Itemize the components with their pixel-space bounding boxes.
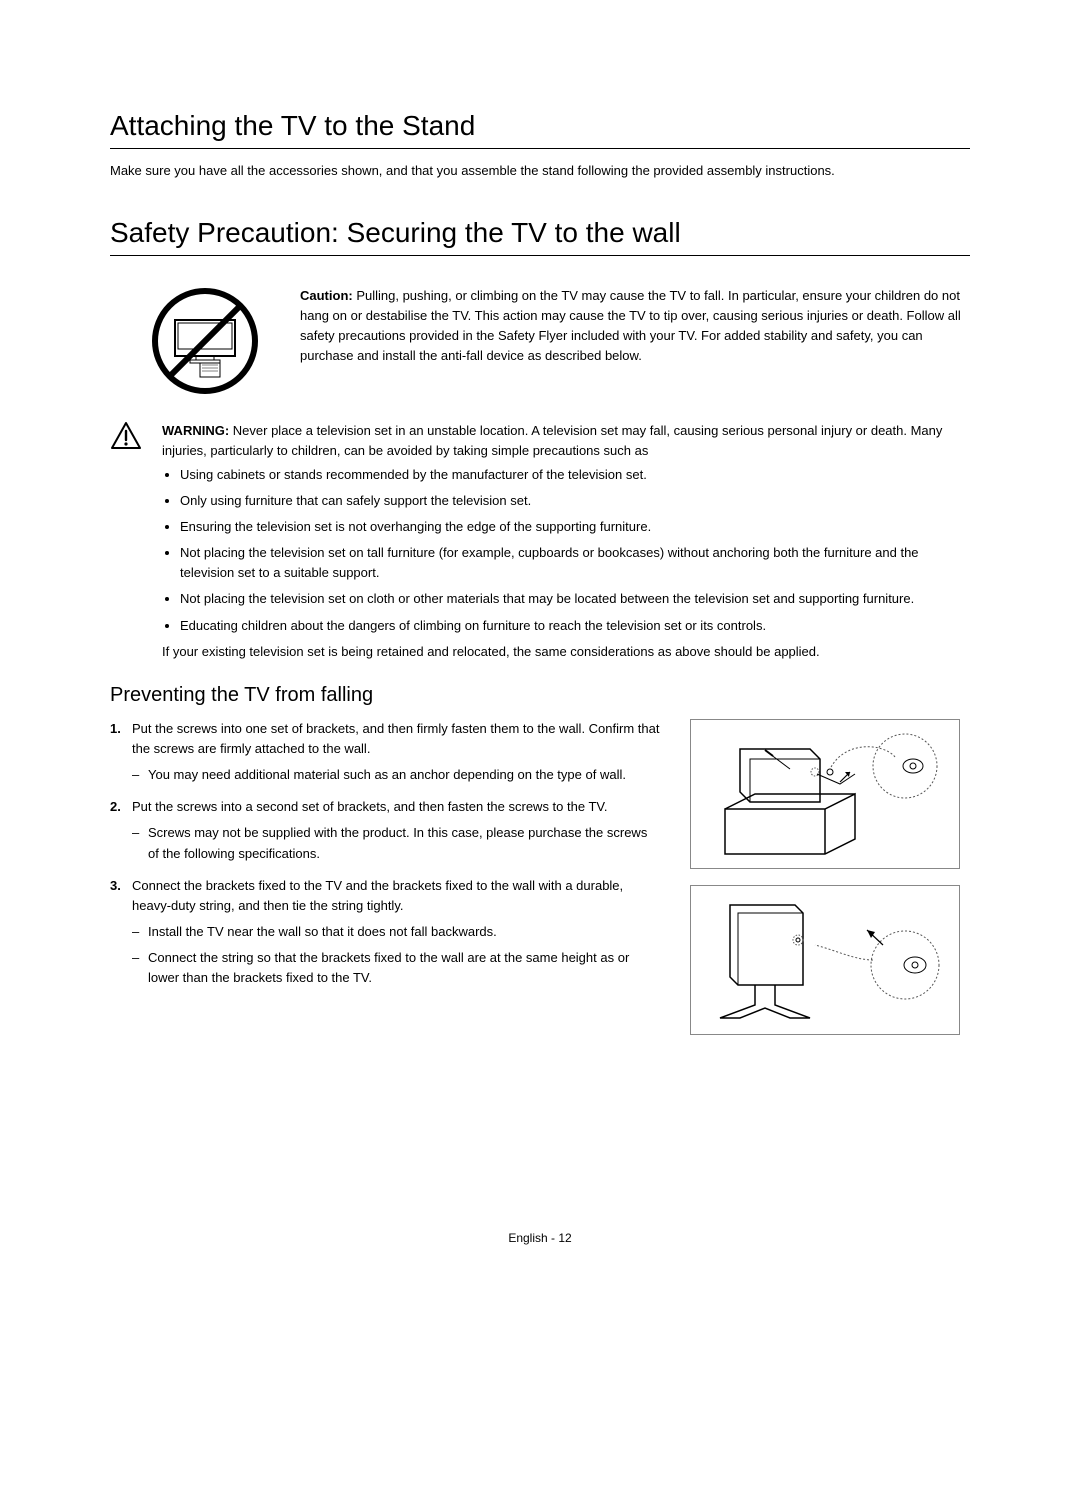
caution-row: Caution: Pulling, pushing, or climbing o… xyxy=(110,286,970,401)
step-sublist: Install the TV near the wall so that it … xyxy=(132,922,660,988)
step-sublist: Screws may not be supplied with the prod… xyxy=(132,823,660,863)
bullet-item: Educating children about the dangers of … xyxy=(180,616,970,636)
bullet-item: Only using furniture that can safely sup… xyxy=(180,491,970,511)
warning-row: WARNING: Never place a television set in… xyxy=(110,421,970,662)
section1-intro: Make sure you have all the accessories s… xyxy=(110,161,970,181)
step-item: Connect the brackets fixed to the TV and… xyxy=(110,876,660,989)
step-sublist: You may need additional material such as… xyxy=(132,765,660,785)
bullet-item: Not placing the television set on tall f… xyxy=(180,543,970,583)
figure-tv-stand-anchor xyxy=(690,885,960,1035)
prevent-layout: Put the screws into one set of brackets,… xyxy=(110,719,970,1051)
warning-text: Never place a television set in an unsta… xyxy=(162,423,942,458)
warning-label: WARNING: xyxy=(162,423,229,438)
bullet-item: Ensuring the television set is not overh… xyxy=(180,517,970,537)
prevent-text-col: Put the screws into one set of brackets,… xyxy=(110,719,660,1051)
step-item: Put the screws into a second set of brac… xyxy=(110,797,660,863)
page-footer: English - 12 xyxy=(110,1231,970,1245)
warning-triangle-icon xyxy=(110,421,142,456)
sub-item: Install the TV near the wall so that it … xyxy=(132,922,660,942)
no-push-tv-icon xyxy=(110,286,260,401)
warning-para: WARNING: Never place a television set in… xyxy=(162,421,970,461)
bullet-item: Using cabinets or stands recommended by … xyxy=(180,465,970,485)
figure-tv-cabinet-anchor xyxy=(690,719,960,869)
sub-item: Connect the string so that the brackets … xyxy=(132,948,660,988)
sub-item: You may need additional material such as… xyxy=(132,765,660,785)
caution-text-block: Caution: Pulling, pushing, or climbing o… xyxy=(300,286,970,367)
bullet-item: Not placing the television set on cloth … xyxy=(180,589,970,609)
sub-item: Screws may not be supplied with the prod… xyxy=(132,823,660,863)
section3-heading: Preventing the TV from falling xyxy=(110,684,970,707)
step-item: Put the screws into one set of brackets,… xyxy=(110,719,660,785)
section2-heading: Safety Precaution: Securing the TV to th… xyxy=(110,217,970,256)
caution-body: Pulling, pushing, or climbing on the TV … xyxy=(300,288,961,363)
step-text: Put the screws into one set of brackets,… xyxy=(132,721,659,756)
warning-bullets: Using cabinets or stands recommended by … xyxy=(162,465,970,636)
prevent-figures-col xyxy=(690,719,970,1051)
numbered-steps: Put the screws into one set of brackets,… xyxy=(110,719,660,989)
section1-heading: Attaching the TV to the Stand xyxy=(110,110,970,149)
post-bullet-text: If your existing television set is being… xyxy=(162,642,970,662)
step-text: Connect the brackets fixed to the TV and… xyxy=(132,878,623,913)
warning-body: WARNING: Never place a television set in… xyxy=(162,421,970,662)
caution-label: Caution: xyxy=(300,288,353,303)
step-text: Put the screws into a second set of brac… xyxy=(132,799,608,814)
